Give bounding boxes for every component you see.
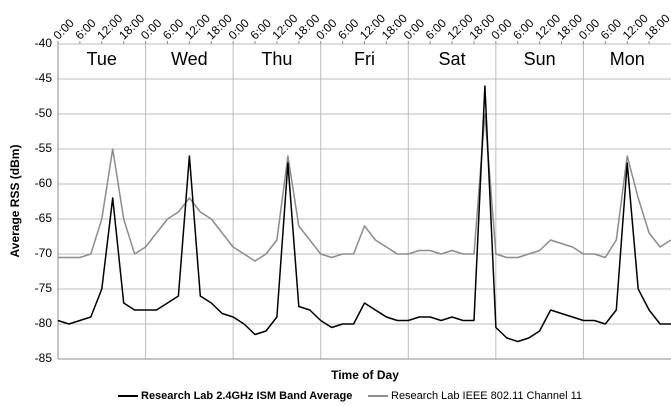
y-tick-label: -45	[35, 71, 53, 85]
x-tick-label: 18:00	[642, 11, 671, 42]
legend-label: Research Lab IEEE 802.11 Channel 11	[391, 390, 582, 402]
legend-label: Research Lab 2.4GHz ISM Band Average	[141, 390, 352, 402]
day-label: Wed	[171, 49, 208, 69]
y-tick-label: -60	[35, 176, 53, 190]
x-tick-label: 6:00	[248, 16, 275, 43]
y-tick-label: -40	[35, 36, 53, 50]
y-tick-label: -65	[35, 211, 53, 225]
day-label: Sat	[439, 49, 466, 69]
series-line	[58, 113, 671, 262]
series-line	[57, 85, 671, 343]
x-axis-label: Time of Day	[331, 368, 399, 382]
y-axis-label: Average RSS (dBm)	[8, 145, 22, 258]
day-label: Thu	[261, 49, 292, 69]
day-label: Tue	[87, 49, 117, 69]
day-label: Fri	[354, 49, 375, 69]
x-tick-label: 6:00	[510, 16, 537, 43]
x-tick-label: 6:00	[423, 16, 450, 43]
y-tick-label: -70	[35, 246, 53, 260]
x-tick-label: 6:00	[598, 16, 625, 43]
x-tick-label: 0:00	[50, 16, 77, 43]
y-tick-label: -75	[35, 281, 53, 295]
day-label: Mon	[610, 49, 645, 69]
y-tick-label: -80	[35, 316, 53, 330]
y-tick-label: -85	[35, 351, 53, 365]
x-tick-label: 6:00	[335, 16, 362, 43]
x-tick-label: 6:00	[160, 16, 187, 43]
day-label: Sun	[524, 49, 556, 69]
y-tick-label: -55	[35, 141, 53, 155]
x-tick-label: 6:00	[72, 16, 99, 43]
y-tick-label: -50	[35, 106, 53, 120]
